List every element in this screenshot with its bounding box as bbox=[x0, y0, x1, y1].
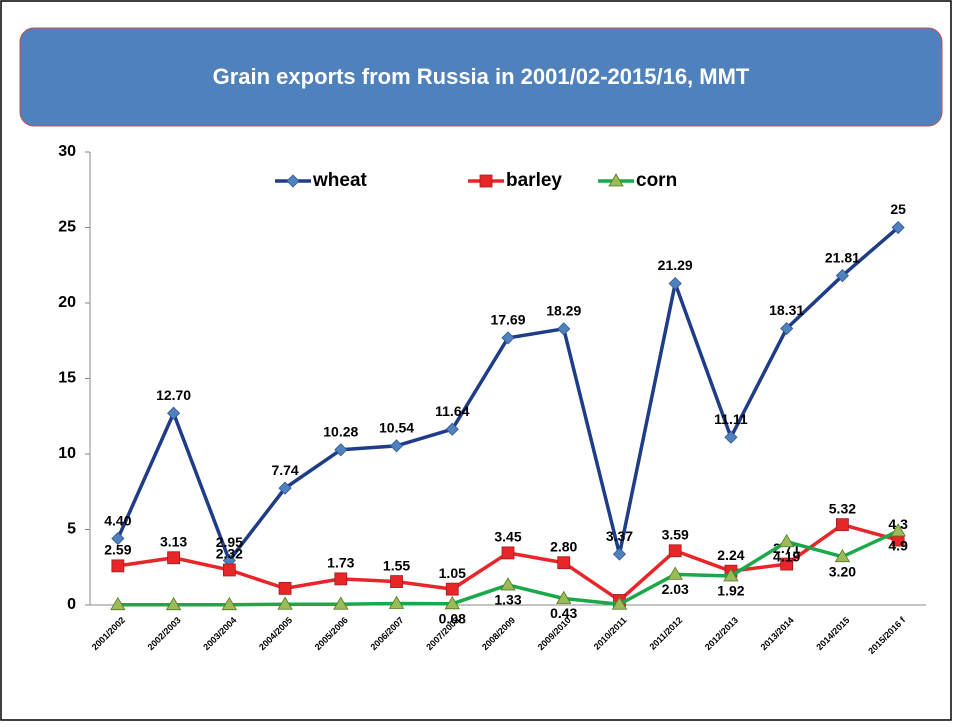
data-label: 2.24 bbox=[717, 547, 744, 563]
data-label: 2.32 bbox=[216, 546, 243, 562]
data-point bbox=[834, 548, 851, 563]
data-point bbox=[334, 572, 348, 586]
legend-marker bbox=[608, 173, 624, 187]
data-label: 1.33 bbox=[494, 592, 521, 608]
data-label: 3.13 bbox=[160, 533, 187, 549]
data-point bbox=[445, 422, 459, 436]
data-point bbox=[501, 546, 515, 560]
y-tick-label: 25 bbox=[58, 219, 76, 236]
data-point bbox=[278, 481, 292, 495]
data-point bbox=[167, 551, 181, 565]
data-point bbox=[222, 563, 236, 577]
data-point bbox=[667, 566, 683, 580]
data-point bbox=[388, 595, 405, 609]
data-label: 18.29 bbox=[546, 303, 581, 319]
data-point bbox=[778, 533, 795, 548]
data-label: 1.73 bbox=[327, 555, 354, 571]
data-point bbox=[111, 559, 125, 573]
data-label: 2.59 bbox=[104, 542, 131, 558]
data-point bbox=[890, 523, 906, 537]
y-tick-label: 0 bbox=[67, 596, 76, 613]
data-label: 1.55 bbox=[383, 557, 410, 573]
data-label: 3.45 bbox=[494, 529, 521, 545]
data-point bbox=[611, 596, 628, 610]
data-label: 21.81 bbox=[825, 249, 860, 265]
data-point bbox=[445, 582, 459, 596]
legend-label: wheat bbox=[312, 170, 368, 191]
data-point bbox=[167, 406, 181, 420]
data-label: 4.40 bbox=[104, 512, 131, 528]
y-tick-label: 15 bbox=[58, 370, 76, 387]
data-label: 3.20 bbox=[829, 563, 856, 579]
data-label: 4.19 bbox=[773, 548, 800, 564]
data-point bbox=[557, 556, 571, 570]
y-tick-label: 5 bbox=[67, 521, 76, 538]
data-point bbox=[333, 596, 349, 610]
legend-label: barley bbox=[506, 170, 562, 191]
data-point bbox=[165, 596, 182, 611]
data-point bbox=[277, 596, 293, 610]
data-label: 10.28 bbox=[323, 423, 358, 439]
data-label: 1.92 bbox=[717, 583, 744, 599]
data-label: 2.95 bbox=[216, 534, 243, 550]
data-label: 12.70 bbox=[156, 387, 191, 403]
data-label: 0.08 bbox=[439, 610, 466, 626]
chart-title: Grain exports from Russia in 2001/02-201… bbox=[213, 64, 750, 89]
data-point bbox=[389, 439, 404, 453]
data-point bbox=[501, 331, 515, 345]
data-point bbox=[836, 518, 849, 532]
data-label: 2.03 bbox=[662, 581, 689, 597]
y-tick-label: 20 bbox=[58, 294, 76, 311]
data-point bbox=[334, 443, 348, 457]
data-label: 21.29 bbox=[658, 257, 693, 273]
data-label: 11.64 bbox=[435, 403, 469, 419]
data-point bbox=[500, 577, 516, 591]
legend-marker bbox=[286, 174, 300, 188]
data-point bbox=[780, 321, 794, 336]
data-label: 17.69 bbox=[490, 312, 525, 328]
data-point bbox=[556, 590, 572, 604]
data-label: 18.31 bbox=[769, 302, 804, 318]
data-label: 4.9 bbox=[888, 538, 908, 554]
data-point bbox=[390, 575, 403, 588]
data-point bbox=[668, 276, 682, 291]
data-point bbox=[111, 531, 125, 546]
y-tick-label: 30 bbox=[58, 143, 76, 160]
data-point bbox=[723, 568, 739, 582]
data-label: 0.43 bbox=[550, 605, 577, 621]
data-point bbox=[612, 547, 627, 561]
data-point bbox=[221, 596, 238, 611]
data-label: 3.37 bbox=[606, 528, 633, 544]
data-label: 5.32 bbox=[829, 500, 856, 516]
title-box bbox=[19, 27, 943, 127]
data-point bbox=[835, 269, 849, 283]
data-point bbox=[668, 544, 682, 558]
data-point bbox=[557, 322, 571, 336]
data-point bbox=[780, 557, 794, 571]
data-label: 11.11 bbox=[714, 411, 748, 427]
data-point bbox=[278, 581, 292, 595]
data-label: 10.54 bbox=[379, 420, 414, 436]
data-label: 25 bbox=[890, 201, 906, 217]
data-point bbox=[444, 595, 460, 610]
data-label: 3.59 bbox=[662, 526, 689, 542]
y-tick-label: 10 bbox=[58, 445, 76, 462]
data-point bbox=[110, 596, 126, 611]
data-label: 1.05 bbox=[439, 565, 466, 581]
legend-marker bbox=[479, 174, 493, 188]
data-point bbox=[724, 430, 738, 444]
data-label: 7.74 bbox=[271, 462, 298, 478]
legend-label: corn bbox=[636, 170, 677, 191]
data-point bbox=[891, 220, 905, 235]
data-label: 2.80 bbox=[550, 538, 577, 554]
